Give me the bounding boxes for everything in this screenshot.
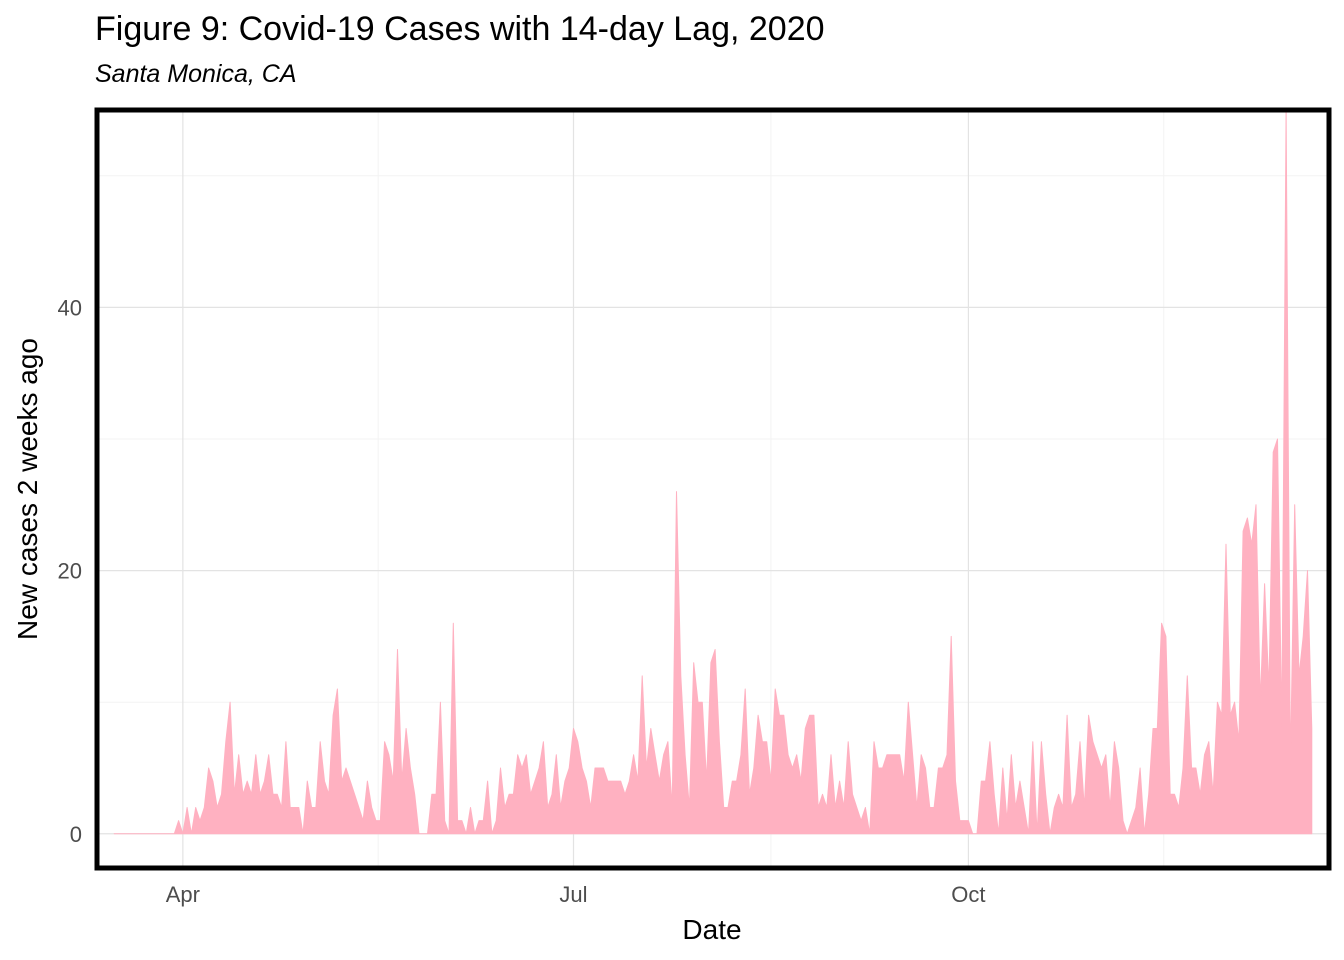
y-tick-label: 0 (70, 822, 82, 847)
chart-title: Figure 9: Covid-19 Cases with 14-day Lag… (95, 10, 825, 48)
x-axis-title: Date (682, 914, 741, 945)
x-tick-label: Apr (166, 882, 200, 907)
y-tick-label: 20 (58, 559, 82, 584)
plot-border (94, 107, 1332, 871)
y-tick-label: 40 (58, 295, 82, 320)
x-tick-label: Jul (559, 882, 587, 907)
y-axis-title: New cases 2 weeks ago (12, 338, 43, 640)
cases-area (113, 109, 1313, 835)
x-tick-label: Oct (951, 882, 985, 907)
axis-ticks: Apr Jul Oct 0 20 40 (58, 295, 986, 907)
chart-subtitle: Santa Monica, CA (95, 60, 297, 88)
